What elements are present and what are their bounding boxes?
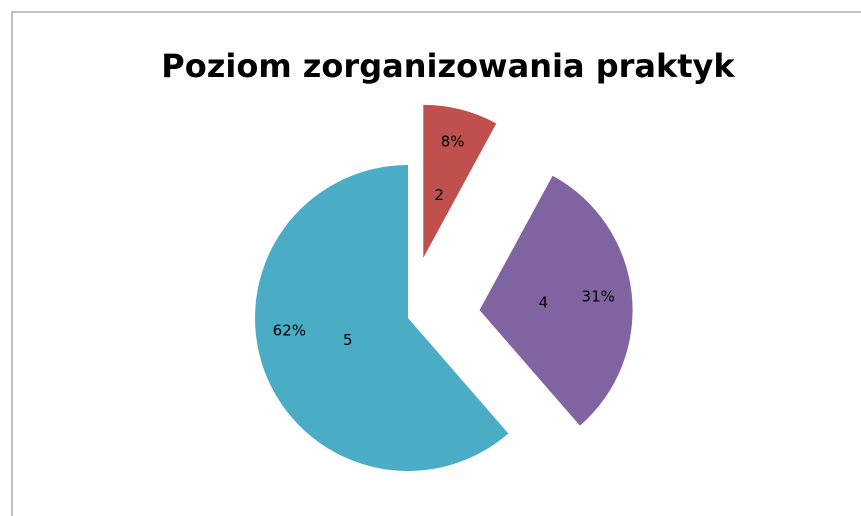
category-label: 4	[539, 294, 549, 312]
chart-title: Poziom zorganizowania praktyk	[161, 47, 735, 85]
value-label: 31%	[582, 288, 615, 306]
value-label: 62%	[273, 321, 306, 339]
pie-slice	[479, 175, 633, 426]
value-label: 8%	[441, 133, 465, 151]
category-label: 2	[434, 186, 444, 204]
pie-slice	[255, 165, 509, 471]
category-label: 5	[343, 331, 353, 349]
pie-slice	[423, 104, 497, 258]
